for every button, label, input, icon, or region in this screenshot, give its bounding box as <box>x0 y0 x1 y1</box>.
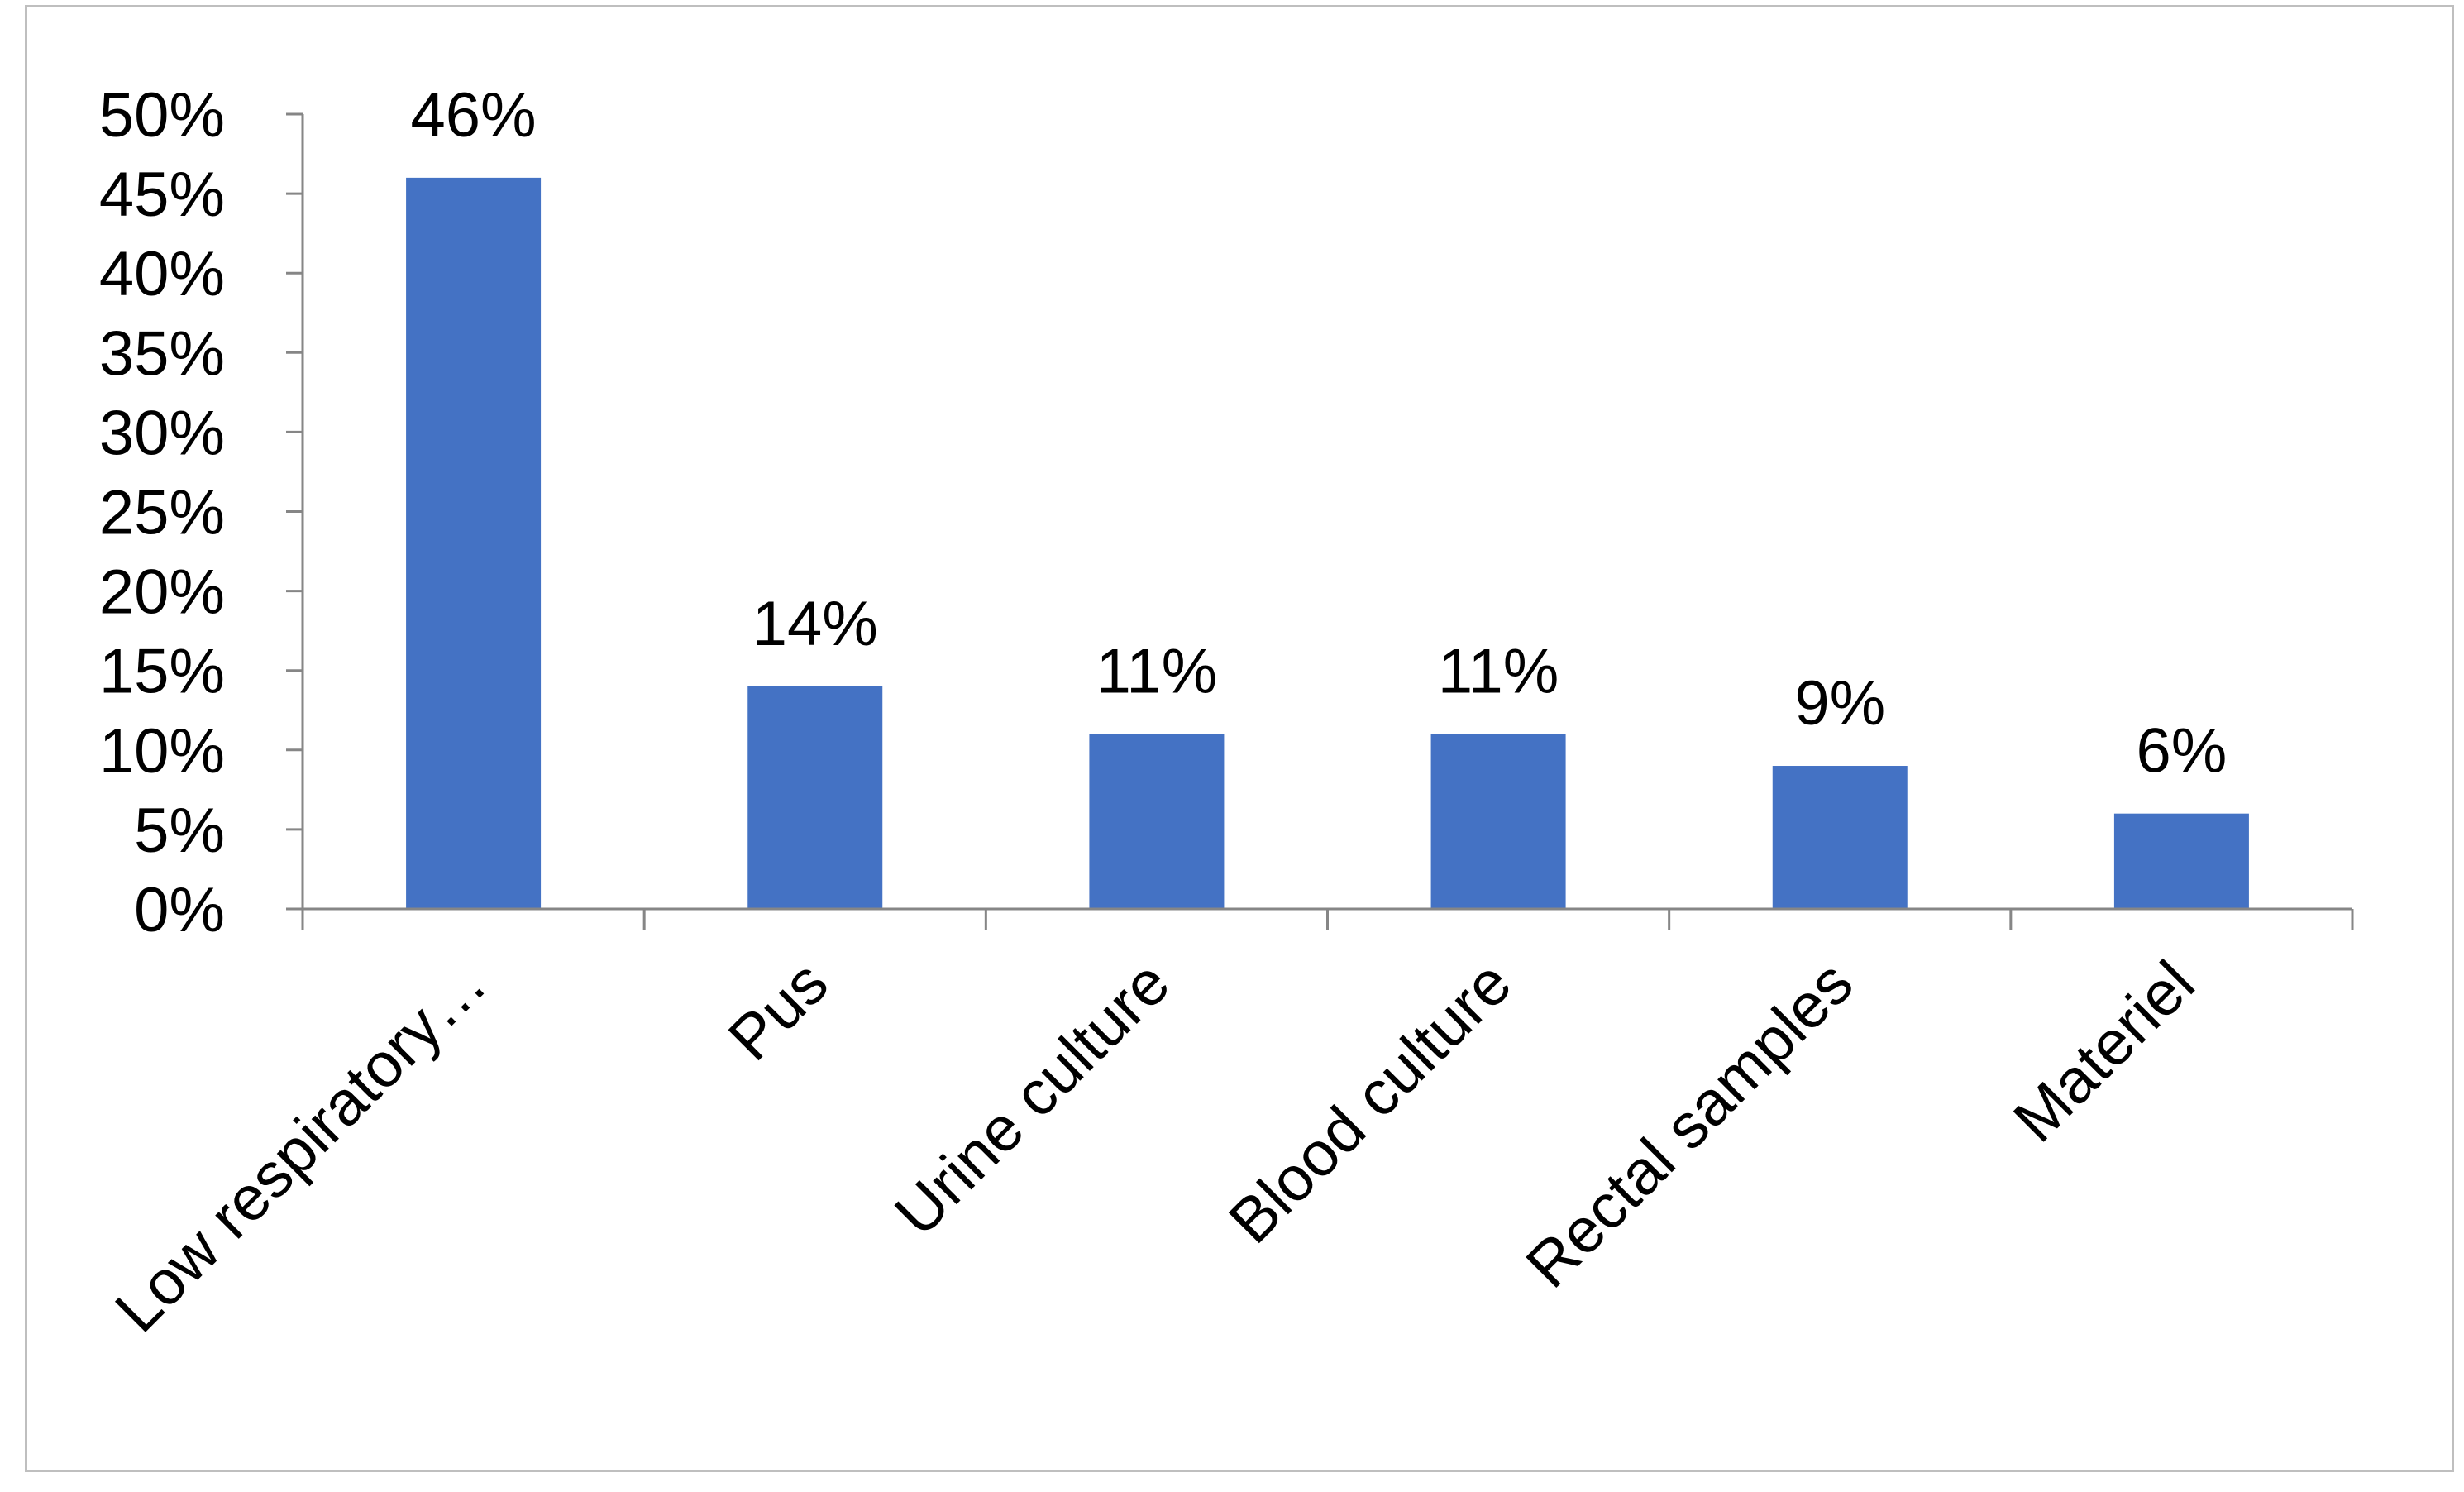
y-tick-label: 5% <box>134 796 225 866</box>
x-category-label: Pus <box>715 948 842 1074</box>
bar-data-label: 11% <box>1096 637 1217 707</box>
bar <box>1089 734 1225 909</box>
bar <box>2113 813 2249 909</box>
bar-data-label: 11% <box>1438 637 1559 707</box>
y-tick-label: 30% <box>99 398 225 468</box>
y-tick-label: 35% <box>99 318 225 389</box>
bar-data-label: 14% <box>752 589 878 659</box>
x-category-label: Blood culture <box>1215 948 1525 1257</box>
y-tick-label: 25% <box>99 478 225 548</box>
bar <box>406 177 542 909</box>
x-category-label: Urine culture <box>881 948 1183 1250</box>
x-category-label: Low respiratory… <box>102 948 499 1346</box>
y-tick-label: 50% <box>99 80 225 151</box>
x-category-label: Materiel <box>2000 948 2208 1155</box>
y-tick-label: 10% <box>99 716 225 787</box>
y-tick-label: 45% <box>99 160 225 230</box>
y-tick-label: 0% <box>134 875 225 945</box>
y-tick-label: 20% <box>99 557 225 628</box>
bar-data-label: 46% <box>411 80 537 151</box>
y-tick-label: 40% <box>99 239 225 309</box>
bar <box>1772 766 1908 909</box>
bar <box>747 686 883 909</box>
bar-data-label: 6% <box>2136 716 2227 787</box>
bar <box>1430 734 1566 909</box>
bar-data-label: 9% <box>1794 668 1885 739</box>
y-tick-label: 15% <box>99 637 225 707</box>
x-category-label: Rectal samples <box>1513 948 1866 1301</box>
